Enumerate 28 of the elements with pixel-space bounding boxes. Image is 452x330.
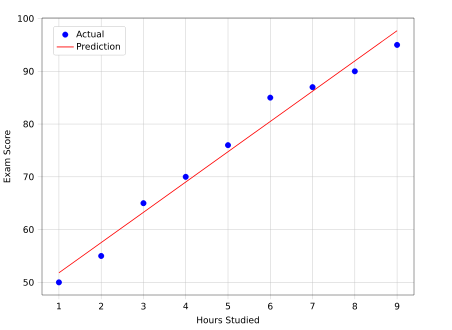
x-tick-label: 3: [141, 302, 146, 310]
y-tick-label: 50: [24, 278, 34, 286]
point: [310, 84, 316, 90]
y-axis-title: Exam Score: [3, 130, 10, 182]
x-axis-title: Hours Studied: [197, 316, 259, 324]
point: [182, 174, 189, 180]
point: [394, 42, 400, 48]
x-tick-label: 4: [183, 302, 188, 310]
legend-label: Prediction: [77, 42, 120, 50]
y-tick-label: 60: [23, 226, 34, 233]
y-tick-label: 90: [23, 68, 34, 75]
point: [352, 68, 358, 74]
point: [140, 200, 146, 206]
legend-label: Actual: [76, 30, 104, 38]
x-tick-label: 6: [268, 302, 273, 310]
x-tick-label: 5: [226, 302, 230, 310]
y-tick-label: 80: [23, 120, 34, 128]
point: [98, 252, 104, 259]
point: [225, 142, 231, 148]
x-tick-label: 7: [310, 302, 315, 310]
point: [56, 279, 62, 286]
x-tick-label: 2: [98, 302, 104, 310]
x-tick-label: 9: [394, 302, 400, 310]
y-tick-label: 100: [18, 15, 34, 22]
y-tick-label: 70: [24, 173, 34, 180]
x-tick-label: 1: [57, 302, 61, 310]
point: [267, 94, 274, 101]
x-tick-label: 8: [352, 302, 358, 310]
